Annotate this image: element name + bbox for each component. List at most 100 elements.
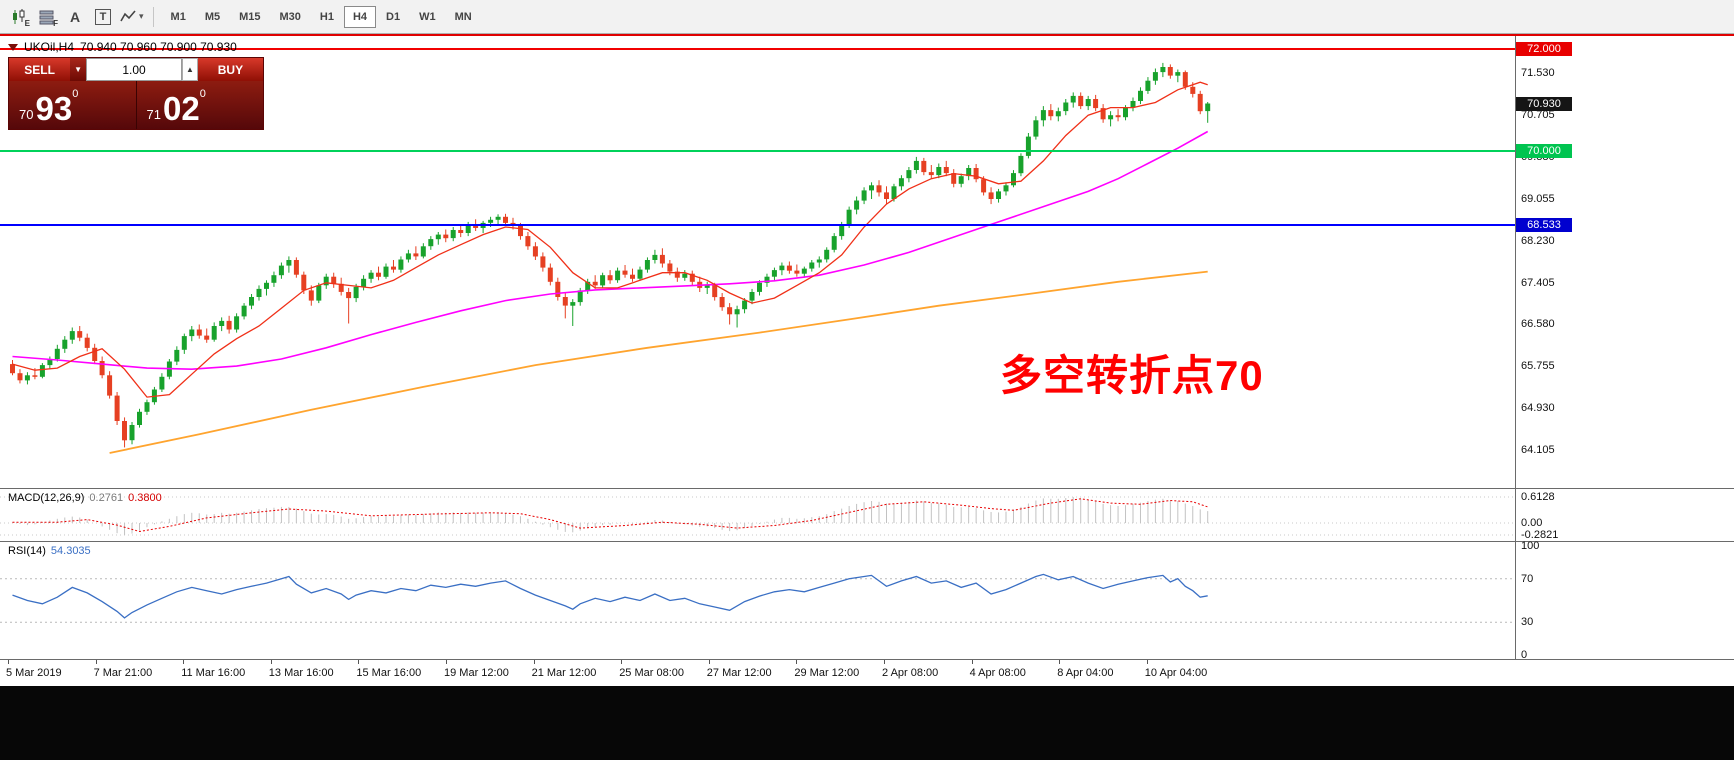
macd-histogram bbox=[12, 497, 1209, 535]
price-scale-label: 71.530 bbox=[1521, 67, 1555, 80]
timeframe-button-w1[interactable]: W1 bbox=[410, 6, 445, 28]
buy-button[interactable]: BUY bbox=[197, 58, 264, 81]
trade-controls-row: SELL ▼ ▲ BUY bbox=[9, 58, 264, 81]
timeframe-button-h1[interactable]: H1 bbox=[311, 6, 343, 28]
rsi-name: RSI(14) bbox=[8, 545, 46, 557]
timeframe-button-mn[interactable]: MN bbox=[446, 6, 481, 28]
rsi-scale-label: 30 bbox=[1521, 616, 1534, 629]
timeframe-button-m5[interactable]: M5 bbox=[196, 6, 229, 28]
rsi-label: RSI(14) 54.3035 bbox=[8, 545, 91, 557]
oneclick-toggle-icon[interactable] bbox=[8, 43, 18, 51]
timeframe-button-d1[interactable]: D1 bbox=[377, 6, 409, 28]
horizontal-line-68.533[interactable] bbox=[0, 224, 1515, 227]
buy-price-point: 0 bbox=[199, 88, 206, 100]
time-axis-label: 8 Apr 04:00 bbox=[1057, 667, 1114, 679]
current-price-badge: 70.930 bbox=[1516, 96, 1572, 111]
sell-price-pips: 93 bbox=[35, 90, 73, 127]
timeframe-button-m15[interactable]: M15 bbox=[230, 6, 269, 28]
price-scale-label: 69.055 bbox=[1521, 192, 1555, 205]
macd-main-value: 0.2761 bbox=[89, 492, 124, 504]
text-label-tool-button[interactable]: A bbox=[62, 5, 88, 29]
chart-annotation-text: 多空转折点70 bbox=[1000, 352, 1264, 399]
buy-price-display[interactable]: 71 02 0 bbox=[136, 81, 263, 129]
ohlc-values: 70.940 70.960 70.900 70.930 bbox=[80, 40, 237, 54]
price-badge-68.533: 68.533 bbox=[1516, 218, 1572, 233]
price-scale-label: 70.705 bbox=[1521, 108, 1555, 121]
macd-scale-label: 0.00 bbox=[1521, 517, 1543, 529]
panel-separator[interactable] bbox=[0, 541, 1734, 542]
chart-header: UKOil,H4 70.940 70.960 70.900 70.930 bbox=[8, 40, 237, 54]
macd-signal-value: 0.3800 bbox=[128, 492, 162, 504]
rsi-line bbox=[12, 573, 1208, 619]
panel-separator[interactable] bbox=[0, 488, 1734, 489]
time-axis-label: 19 Mar 12:00 bbox=[444, 667, 509, 679]
volume-increment-button[interactable]: ▲ bbox=[182, 58, 198, 81]
time-axis[interactable] bbox=[0, 660, 1734, 686]
time-axis-tick bbox=[971, 660, 973, 664]
grid-bars-icon bbox=[39, 10, 54, 24]
timeframe-button-group: M1 M5 M15 M30 H1 H4 D1 W1 MN bbox=[162, 5, 481, 28]
time-axis-label: 27 Mar 12:00 bbox=[706, 667, 772, 679]
macd-signal-line bbox=[12, 498, 1208, 533]
buy-price-integer: 71 bbox=[146, 107, 161, 122]
price-scale-label: 67.405 bbox=[1521, 276, 1555, 289]
price-axis-border bbox=[1515, 36, 1516, 686]
time-axis-tick bbox=[708, 660, 710, 664]
dropdown-caret-icon: ▾ bbox=[139, 11, 144, 21]
chart-top-red-line bbox=[0, 34, 1734, 36]
time-axis-tick bbox=[446, 660, 447, 664]
time-axis-tick bbox=[884, 660, 885, 664]
trade-prices-row: 70 93 0 71 02 0 bbox=[9, 81, 263, 129]
text-box-icon: T bbox=[95, 8, 111, 25]
grid-bars-tool-button[interactable]: F bbox=[34, 5, 60, 29]
timeframe-button-m1[interactable]: M1 bbox=[162, 6, 195, 28]
main-chart-canvas[interactable] bbox=[0, 36, 1515, 488]
price-scale-label: 65.755 bbox=[1521, 360, 1555, 373]
ma-slow-line bbox=[109, 270, 1208, 454]
polyline-draw-icon bbox=[120, 9, 136, 21]
timeframe-button-h4[interactable]: H4 bbox=[343, 5, 377, 28]
horizontal-line-72.000[interactable] bbox=[0, 48, 1515, 51]
polyline-draw-tool-button[interactable]: ▾ bbox=[118, 5, 145, 29]
sell-price-display[interactable]: 70 93 0 bbox=[9, 81, 136, 129]
time-axis-label: 29 Mar 12:00 bbox=[794, 667, 860, 679]
time-axis-tick bbox=[621, 660, 623, 664]
toolbar: E F A T ▾ M1 M5 M15 M30 H1 H4 D1 W1 MN bbox=[0, 0, 1734, 34]
time-axis-label: 4 Apr 08:00 bbox=[969, 667, 1026, 679]
rsi-scale-label: 70 bbox=[1521, 572, 1534, 585]
timeframe-button-m30[interactable]: M30 bbox=[271, 6, 310, 28]
text-box-tool-button[interactable]: T bbox=[90, 5, 116, 29]
time-axis-tick bbox=[533, 660, 535, 664]
sell-price-integer: 70 bbox=[19, 107, 34, 122]
window-bottom-strip bbox=[0, 686, 1734, 760]
volume-input[interactable] bbox=[86, 58, 183, 81]
time-axis-tick bbox=[1146, 660, 1148, 664]
candlestick-chart-tool-button[interactable]: E bbox=[6, 5, 32, 29]
price-badge-70.000: 70.000 bbox=[1516, 143, 1572, 158]
ma-mid-line bbox=[12, 130, 1209, 371]
text-label-icon: A bbox=[69, 8, 81, 25]
one-click-trading-panel: SELL ▼ ▲ BUY 70 93 0 71 02 0 bbox=[8, 57, 264, 130]
time-axis-label: 13 Mar 16:00 bbox=[268, 667, 334, 679]
icon-badge: F bbox=[53, 18, 58, 28]
buy-price-pips: 02 bbox=[162, 90, 200, 127]
time-axis-label: 7 Mar 21:00 bbox=[93, 667, 153, 679]
panel-separator[interactable] bbox=[0, 659, 1734, 660]
time-axis-label: 11 Mar 16:00 bbox=[181, 667, 246, 679]
macd-name: MACD(12,26,9) bbox=[8, 492, 85, 504]
time-axis-tick bbox=[796, 660, 798, 664]
macd-indicator-canvas[interactable] bbox=[0, 489, 1515, 541]
time-axis-label: 2 Apr 08:00 bbox=[882, 667, 939, 679]
sell-button[interactable]: SELL bbox=[9, 58, 71, 81]
rsi-indicator-canvas[interactable] bbox=[0, 542, 1515, 659]
rsi-value: 54.3035 bbox=[50, 545, 91, 557]
time-axis-label: 21 Mar 12:00 bbox=[531, 667, 597, 679]
horizontal-line-70.000[interactable] bbox=[0, 149, 1515, 152]
volume-decrement-button[interactable]: ▼ bbox=[70, 58, 87, 81]
macd-label: MACD(12,26,9) 0.2761 0.3800 bbox=[8, 492, 162, 504]
price-scale-label: 64.930 bbox=[1521, 402, 1555, 415]
time-axis-tick bbox=[1059, 660, 1061, 664]
price-scale-label: 68.230 bbox=[1521, 234, 1555, 247]
symbol-period-label: UKOil,H4 bbox=[24, 40, 75, 54]
